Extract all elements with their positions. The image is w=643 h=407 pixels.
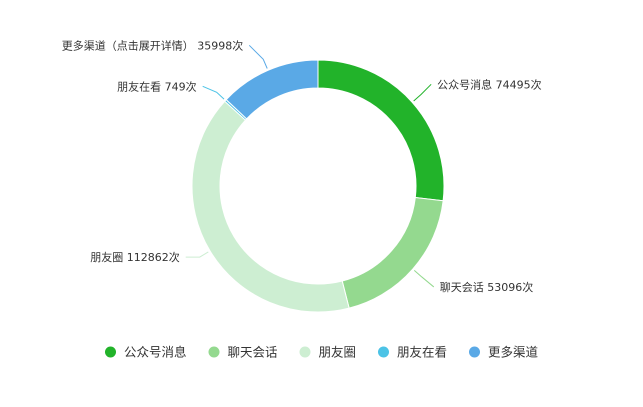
slice-2 <box>341 196 444 309</box>
slice-1 <box>317 59 445 202</box>
legend-marker-5 <box>469 346 480 358</box>
legend-marker-4 <box>378 346 389 358</box>
legend-label-1: 公众号消息 <box>124 345 187 360</box>
legend-item-1[interactable]: 公众号消息 <box>105 345 187 360</box>
legend-item-5[interactable]: 更多渠道 <box>469 345 539 360</box>
legend-item-4[interactable]: 朋友在看 <box>378 345 447 360</box>
slice-3 <box>191 100 350 313</box>
legend-label-5: 更多渠道 <box>488 345 539 360</box>
slice-label-5: 更多渠道（点击展开详情） 35998次 <box>62 38 244 52</box>
leader-line-3 <box>185 251 209 258</box>
leader-line-2 <box>413 269 435 288</box>
legend-marker-2 <box>208 346 220 358</box>
legend-item-3[interactable]: 朋友圈 <box>299 345 357 360</box>
slice-label-3: 朋友圈 112862次 <box>90 250 180 264</box>
slice-label-2: 聊天会话 53096次 <box>440 280 533 294</box>
chart-slices <box>191 59 445 313</box>
leader-line-4 <box>202 85 225 100</box>
legend-item-2[interactable]: 聊天会话 <box>208 345 278 360</box>
slice-5 <box>225 59 319 120</box>
leader-line-5 <box>248 44 268 69</box>
legend-marker-3 <box>299 346 311 358</box>
chart-legend: 公众号消息 聊天会话 朋友圈 朋友在看 更多渠道 <box>105 345 539 360</box>
legend-marker-1 <box>105 346 116 358</box>
leader-line-1 <box>413 83 432 102</box>
slice-label-1: 公众号消息 74495次 <box>437 77 542 91</box>
legend-label-4: 朋友在看 <box>397 345 447 360</box>
legend-label-2: 聊天会话 <box>228 345 278 360</box>
chart-leader-lines <box>185 44 435 288</box>
slice-label-4: 朋友在看 749次 <box>117 79 197 93</box>
legend-label-3: 朋友圈 <box>319 345 357 360</box>
